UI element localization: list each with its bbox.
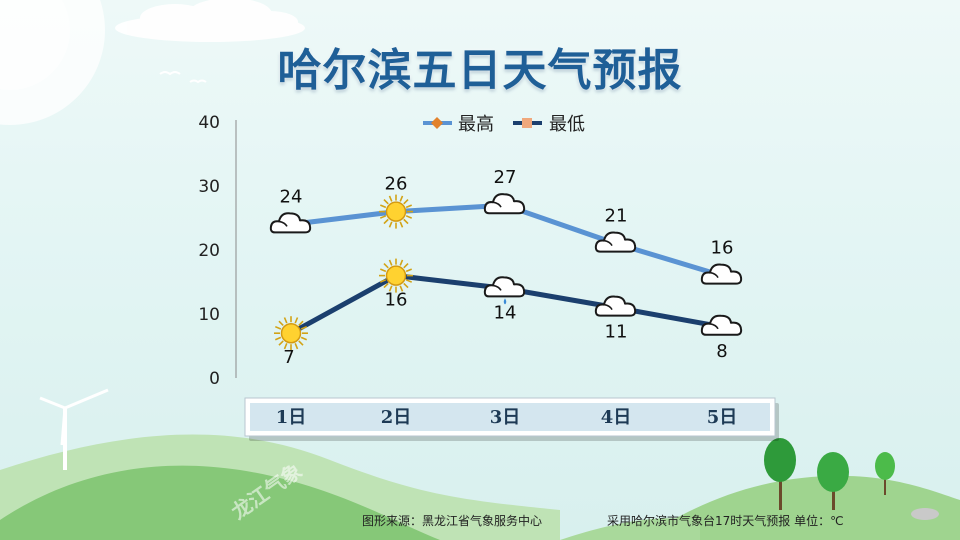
page-title: 哈尔滨五日天气预报	[277, 45, 683, 96]
sun-icon	[379, 194, 413, 229]
x-tick-label: 1日	[276, 407, 307, 428]
data-label: 16	[385, 290, 408, 311]
data-label: 7	[283, 347, 294, 368]
y-tick-label: 10	[198, 305, 220, 325]
y-tick-label: 40	[198, 113, 220, 133]
cloud-icon	[483, 193, 526, 215]
cloud-icon	[700, 314, 743, 336]
sun-icon	[379, 258, 413, 293]
hill-left	[0, 465, 440, 540]
y-tick-label: 20	[198, 241, 220, 261]
legend-label: 最高	[458, 114, 494, 135]
sun-icon	[274, 316, 308, 351]
data-label: 24	[280, 186, 303, 207]
y-tick-label: 30	[198, 177, 220, 197]
data-label: 16	[711, 238, 734, 259]
hill-right	[640, 475, 960, 540]
birds-decoration	[159, 71, 207, 84]
trees-decoration	[764, 438, 939, 520]
x-tick-label: 5日	[707, 407, 738, 428]
x-tick-label: 2日	[381, 407, 412, 428]
watermark: 龙江气象	[227, 459, 306, 525]
x-tick-label: 3日	[490, 407, 521, 428]
data-label: 14	[494, 302, 517, 323]
data-label: 21	[605, 206, 628, 227]
cloud-decoration	[115, 0, 305, 42]
legend-marker	[522, 118, 532, 128]
cloud-icon	[269, 212, 312, 234]
y-tick-label: 0	[209, 369, 220, 389]
data-label: 26	[385, 174, 408, 195]
rain-cloud-icon	[483, 276, 526, 305]
x-tick-label: 4日	[601, 407, 632, 428]
data-label: 27	[494, 167, 517, 188]
cloud-icon	[594, 295, 637, 317]
cloud-icon	[594, 231, 637, 253]
cloud-icon	[700, 263, 743, 285]
wind-turbine-decoration	[39, 388, 109, 470]
category-band-inner	[250, 403, 770, 431]
legend-marker	[431, 117, 443, 129]
unit-note: 采用哈尔滨市气象台17时天气预报 单位：℃	[607, 514, 844, 528]
legend-label: 最低	[549, 114, 585, 135]
high-temp-line	[290, 202, 723, 278]
data-label: 11	[605, 322, 628, 343]
data-label: 8	[716, 341, 727, 362]
source-note: 图形来源：黑龙江省气象服务中心	[362, 514, 543, 528]
